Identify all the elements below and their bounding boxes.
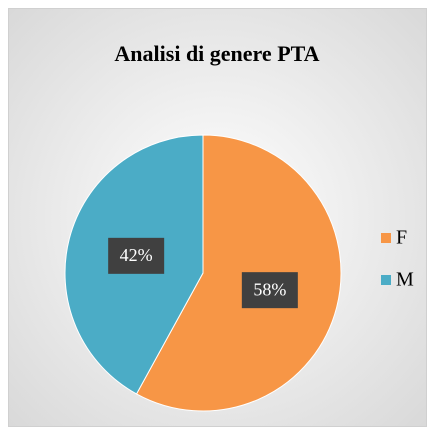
pie-slice	[135, 134, 342, 412]
legend-swatch	[381, 233, 391, 243]
data-label: 42%	[120, 245, 153, 265]
data-label-box	[241, 272, 298, 309]
data-label: 58%	[253, 279, 286, 299]
data-label-box	[108, 237, 165, 274]
legend-label: F	[396, 227, 407, 249]
chart-title: Analisi di genere PTA	[114, 41, 319, 66]
legend-swatch	[381, 275, 391, 285]
legend-label: M	[396, 269, 414, 291]
